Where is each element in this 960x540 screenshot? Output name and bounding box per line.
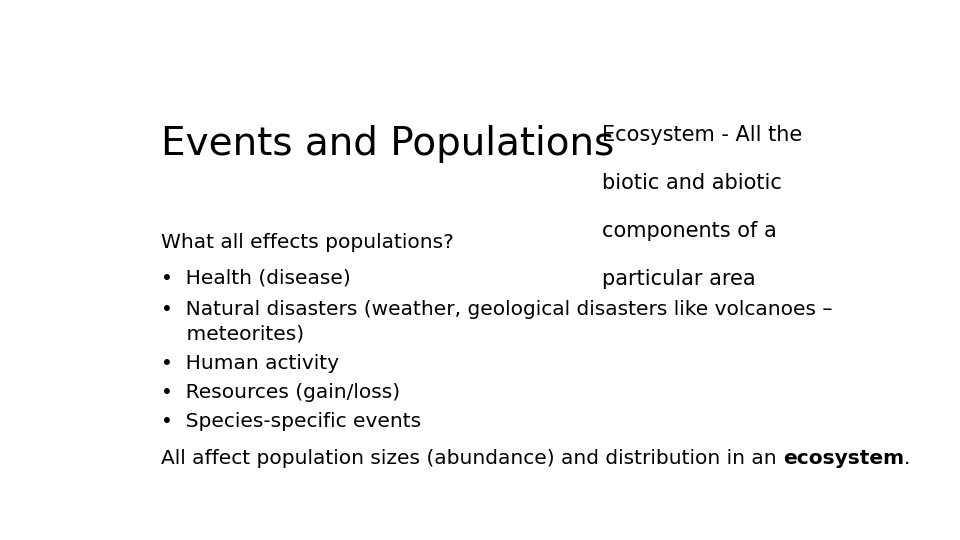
Text: particular area: particular area (602, 268, 756, 288)
Text: Events and Populations: Events and Populations (161, 125, 614, 163)
Text: •  Resources (gain/loss): • Resources (gain/loss) (161, 383, 400, 402)
Text: ecosystem: ecosystem (783, 449, 904, 468)
Text: components of a: components of a (602, 221, 777, 241)
Text: •  Human activity: • Human activity (161, 354, 339, 373)
Text: •  Health (disease): • Health (disease) (161, 268, 350, 287)
Text: biotic and abiotic: biotic and abiotic (602, 173, 782, 193)
Text: What all effects populations?: What all effects populations? (161, 233, 454, 252)
Text: meteorites): meteorites) (161, 325, 304, 343)
Text: .: . (904, 449, 910, 468)
Text: All affect population sizes (abundance) and distribution in an: All affect population sizes (abundance) … (161, 449, 783, 468)
Text: Ecosystem - All the: Ecosystem - All the (602, 125, 803, 145)
Text: •  Species-specific events: • Species-specific events (161, 412, 421, 431)
Text: •  Natural disasters (weather, geological disasters like volcanoes –: • Natural disasters (weather, geological… (161, 300, 832, 319)
